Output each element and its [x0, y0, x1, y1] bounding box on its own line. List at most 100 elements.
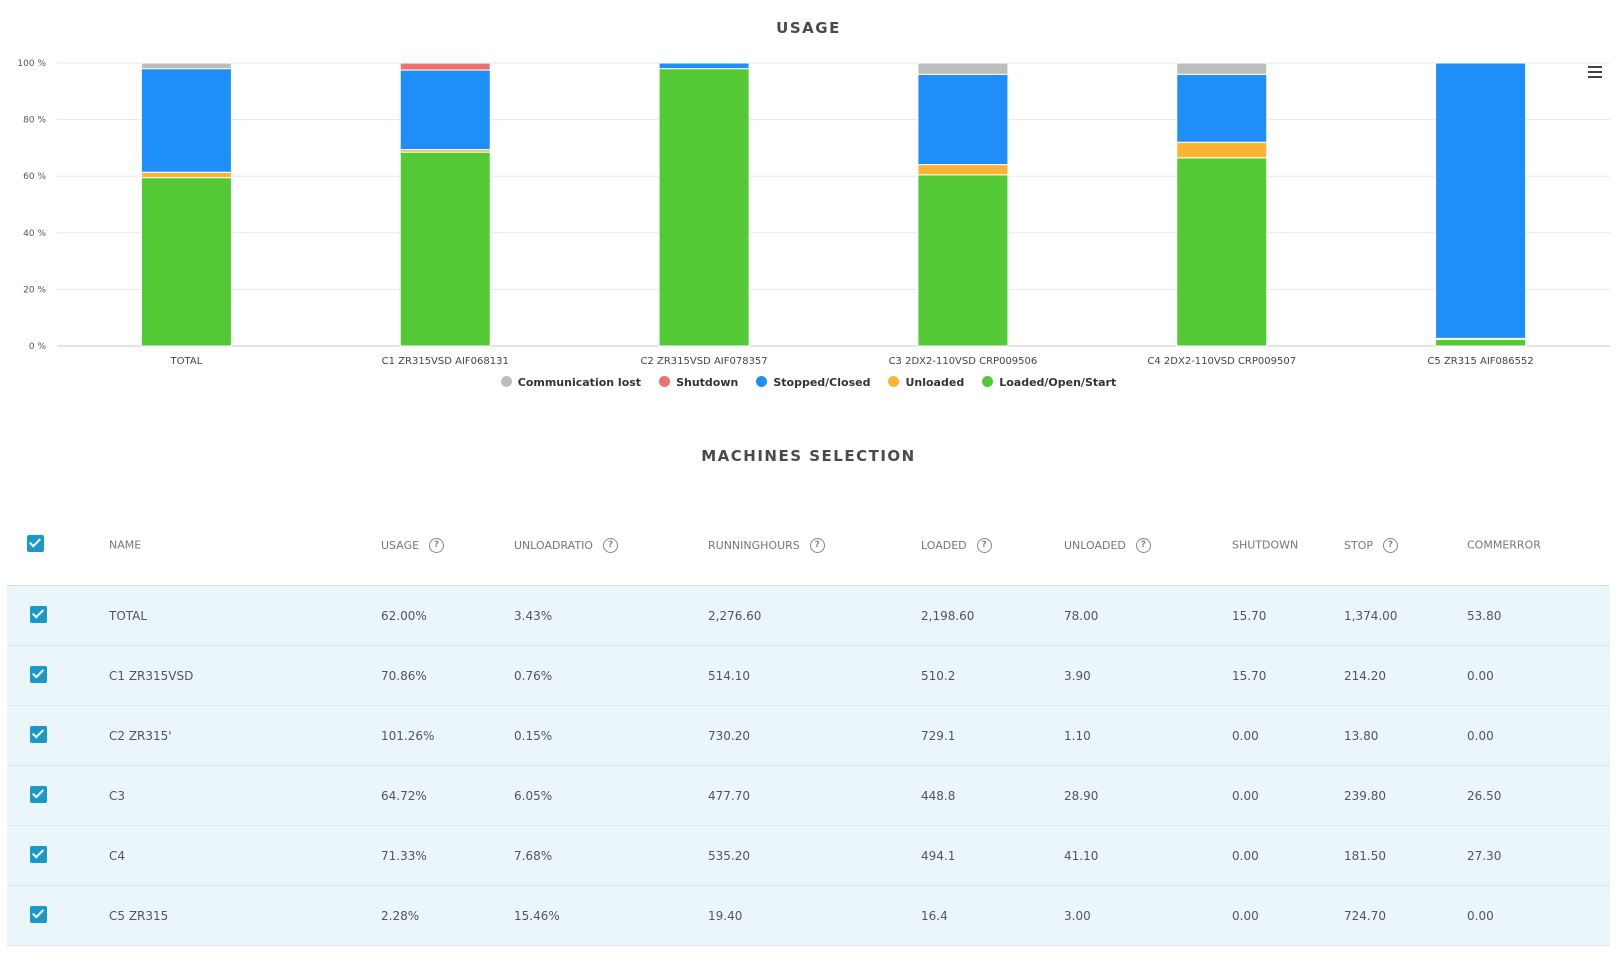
table-row[interactable]: C3 64.72% 6.05% 477.70 448.8 28.90 0.00 239.80 2… — [7, 765, 1610, 826]
column-header[interactable]: RUNNINGHOURS? — [708, 505, 921, 586]
usage-chart: 0 % 20 % 40 % 60 % 80 % 100 % TOTAL C1 ZR315VSD… — [17, 59, 1610, 367]
column-header-label: SHUTDOWN — [1232, 538, 1299, 552]
table-header-row: NAME USAGE? UNLOADRATIO? RUNNINGHOURS? LOADE… — [7, 505, 1610, 586]
table-cell: 0.00 — [1232, 885, 1344, 946]
table-row[interactable]: TOTAL 62.00% 3.43% 2,276.60 2,198.60 78.00 15.… — [7, 585, 1610, 646]
table-cell: 62.00% — [381, 585, 514, 646]
legend-item[interactable]: Shutdown — [659, 376, 738, 389]
column-header-label: STOP — [1344, 538, 1373, 552]
table-row[interactable]: C5 ZR315 2.28% 15.46% 19.40 16.4 3.00 0.00 724.… — [7, 885, 1610, 946]
machine-name-cell: C2 ZR315' — [109, 705, 381, 766]
column-header[interactable]: STOP? — [1344, 505, 1467, 586]
help-circle-icon[interactable]: ? — [429, 537, 445, 553]
chart-title: USAGE — [776, 19, 841, 37]
bar-segment — [1176, 157, 1268, 347]
table-cell: 1.10 — [1064, 705, 1232, 766]
machine-name-cell: C3 — [109, 765, 381, 826]
legend-item[interactable]: Loaded/Open/Start — [982, 376, 1116, 389]
row-checkbox[interactable] — [30, 605, 47, 623]
table-cell: 0.00 — [1467, 705, 1610, 766]
table-cell: 729.1 — [921, 705, 1064, 766]
legend-dot-icon — [659, 376, 671, 387]
column-header[interactable]: COMMERROR — [1467, 505, 1610, 586]
row-checkbox[interactable] — [30, 905, 47, 923]
table-row[interactable]: C1 ZR315VSD 70.86% 0.76% 514.10 510.2 3.90 15.… — [7, 645, 1610, 706]
table-row[interactable]: C4 71.33% 7.68% 535.20 494.1 41.10 0.00 181.50 2… — [7, 825, 1610, 886]
table-cell: 64.72% — [381, 765, 514, 826]
bar-segment — [917, 164, 1009, 176]
table-cell: 78.00 — [1064, 585, 1232, 646]
x-tick-label: C5 ZR315 AIF086552 — [1427, 356, 1533, 367]
column-header[interactable]: SHUTDOWN — [1232, 505, 1344, 586]
column-header-label: UNLOADRATIO — [514, 538, 593, 552]
column-header[interactable]: LOADED? — [921, 505, 1064, 586]
legend-label: Stopped/Closed — [773, 376, 871, 389]
table-cell: 70.86% — [381, 645, 514, 706]
table-cell: 15.70 — [1232, 645, 1344, 706]
table-cell: 494.1 — [921, 825, 1064, 886]
table-row[interactable]: C2 ZR315' 101.26% 0.15% 730.20 729.1 1.10 0.00… — [7, 705, 1610, 766]
legend-item[interactable]: Communication lost — [500, 376, 641, 389]
column-header[interactable]: NAME — [109, 505, 381, 586]
table-cell: 2.28% — [381, 885, 514, 946]
table-cell: 1,374.00 — [1344, 585, 1467, 646]
chart-legend: Communication lost Shutdown Stopped/Closed… — [0, 376, 1617, 389]
row-checkbox-cell — [7, 705, 109, 766]
legend-label: Loaded/Open/Start — [999, 376, 1117, 389]
bar-segment — [917, 73, 1009, 166]
column-header[interactable]: USAGE? — [381, 505, 514, 586]
table-cell: 3.90 — [1064, 645, 1232, 706]
chart-menu-icon[interactable] — [1588, 66, 1602, 80]
bar-segment — [140, 171, 232, 179]
row-checkbox[interactable] — [30, 845, 47, 863]
x-tick-label: C1 ZR315VSD AIF068131 — [382, 356, 509, 367]
table-cell: 7.68% — [514, 825, 708, 886]
select-all-checkbox[interactable] — [27, 535, 44, 552]
table-cell: 0.00 — [1232, 825, 1344, 886]
bar-segment — [917, 62, 1009, 75]
column-header-label: NAME — [109, 538, 142, 552]
table-cell: 448.8 — [921, 765, 1064, 826]
table-cell: 214.20 — [1344, 645, 1467, 706]
row-checkbox-cell — [7, 645, 109, 706]
table-cell: 3.00 — [1064, 885, 1232, 946]
column-header-label: LOADED — [921, 538, 967, 552]
help-circle-icon[interactable]: ? — [1135, 537, 1151, 553]
bar-segment — [140, 62, 232, 70]
table-cell: 13.80 — [1344, 705, 1467, 766]
bar-segment — [658, 62, 750, 70]
bar-segment — [1176, 141, 1268, 159]
legend-item[interactable]: Unloaded — [888, 376, 964, 389]
legend-dot-icon — [888, 376, 900, 387]
table-cell: 27.30 — [1467, 825, 1610, 886]
table-cell: 0.76% — [514, 645, 708, 706]
row-checkbox[interactable] — [30, 725, 47, 743]
column-header[interactable]: UNLOADED? — [1064, 505, 1232, 586]
column-header[interactable]: UNLOADRATIO? — [514, 505, 708, 586]
table-cell: 477.70 — [708, 765, 921, 826]
row-checkbox-cell — [7, 885, 109, 946]
table-cell: 101.26% — [381, 705, 514, 766]
legend-dot-icon — [500, 376, 512, 387]
help-circle-icon[interactable]: ? — [602, 537, 618, 553]
column-header-label: COMMERROR — [1467, 538, 1541, 552]
help-circle-icon[interactable]: ? — [976, 537, 992, 553]
help-circle-icon[interactable]: ? — [809, 537, 825, 553]
legend-label: Unloaded — [905, 376, 965, 389]
table-body: TOTAL 62.00% 3.43% 2,276.60 2,198.60 78.00 15.… — [7, 585, 1610, 946]
machine-name-cell: C4 — [109, 825, 381, 886]
bar-segment — [1435, 338, 1527, 347]
legend-dot-icon — [982, 376, 994, 387]
row-checkbox[interactable] — [30, 665, 47, 683]
help-circle-icon[interactable]: ? — [1383, 537, 1398, 553]
machine-name-cell: TOTAL — [109, 585, 381, 646]
row-checkbox[interactable] — [30, 785, 47, 803]
table-cell: 19.40 — [708, 885, 921, 946]
row-checkbox-cell — [7, 825, 109, 886]
machine-name-cell: C5 ZR315 — [109, 885, 381, 946]
legend-label: Shutdown — [676, 376, 739, 389]
machines-table: NAME USAGE? UNLOADRATIO? RUNNINGHOURS? LOADE… — [7, 505, 1610, 946]
legend-item[interactable]: Stopped/Closed — [756, 376, 870, 389]
bar-segment — [917, 174, 1009, 347]
row-checkbox-cell — [7, 585, 109, 646]
